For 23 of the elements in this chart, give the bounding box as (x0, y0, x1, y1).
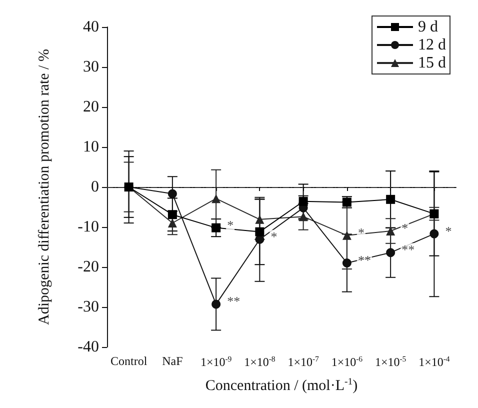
annotation: ** (402, 242, 415, 258)
annotation: * (227, 217, 234, 232)
annotation: * (270, 228, 278, 244)
x-tick-label: NaF (162, 354, 184, 368)
annotation: * (358, 224, 364, 240)
y-tick-label: -20 (78, 258, 99, 276)
y-tick-label: 30 (83, 58, 99, 76)
y-tick-label: 10 (83, 138, 99, 156)
legend-label: 9 d (418, 18, 438, 36)
annotation: ** (358, 252, 371, 268)
y-tick-label: -40 (78, 338, 99, 356)
y-tick-label: -30 (78, 298, 99, 316)
y-tick-label: -10 (78, 218, 99, 236)
y-tick-label: 0 (91, 178, 99, 196)
y-tick-label: 20 (83, 98, 99, 116)
legend-label: 12 d (418, 36, 446, 54)
y-axis-title: Adipogenic differentiation promotion rate / % (36, 49, 52, 325)
annotation: * (445, 223, 452, 238)
annotation: * (402, 220, 408, 236)
y-tick-label: 40 (83, 18, 99, 36)
annotation: ** (227, 294, 240, 309)
x-tick-label: Control (110, 354, 148, 368)
legend-label: 15 d (418, 54, 446, 72)
